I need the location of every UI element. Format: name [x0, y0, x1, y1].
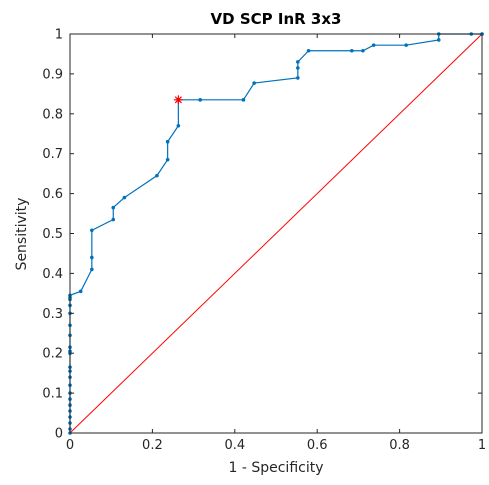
roc-point [111, 217, 116, 222]
roc-point [176, 123, 181, 128]
roc-point [241, 98, 246, 102]
roc-point [296, 66, 300, 70]
y-tick-label: 0.6 [42, 187, 63, 202]
y-tick-label: 0.8 [42, 107, 63, 122]
y-tick-label: 0.1 [42, 387, 63, 402]
x-axis-label: 1 - Specificity [228, 460, 323, 476]
roc-point [371, 43, 376, 47]
x-tick-label: 1 [478, 438, 486, 453]
roc-point [361, 48, 365, 53]
y-tick-label: 0.2 [42, 347, 63, 362]
roc-point [165, 139, 170, 144]
roc-point [111, 205, 116, 210]
y-tick-label: 0.5 [42, 227, 63, 242]
y-tick-label: 0.4 [42, 267, 63, 282]
y-tick-label: 0.3 [42, 307, 63, 322]
y-tick-label: 0.7 [42, 147, 63, 162]
y-tick-label: 0.9 [42, 67, 63, 82]
roc-point [78, 289, 83, 294]
roc-point [90, 255, 94, 260]
roc-point [404, 43, 408, 47]
x-tick-label: 0.8 [389, 438, 410, 453]
roc-point [165, 157, 170, 162]
roc-point [198, 98, 202, 102]
roc-point [122, 195, 127, 200]
roc-point [350, 48, 354, 53]
x-tick-label: 0.4 [224, 438, 245, 453]
roc-point [306, 48, 311, 53]
y-tick-label: 1 [55, 28, 63, 43]
x-tick-label: 0.6 [307, 438, 328, 453]
plot-area [68, 32, 484, 435]
reference-line [69, 33, 483, 434]
roc-point [296, 60, 300, 64]
roc-point [155, 173, 159, 178]
axis-ticks: 0 0.2 0.4 0.6 0.8 1 0 0.1 0.2 0.3 0.4 0.5 0.6 0.7 0.8 0… [42, 28, 486, 454]
x-tick-label: 0.2 [142, 438, 163, 453]
roc-point [252, 81, 256, 85]
roc-point [436, 38, 441, 42]
roc-point [90, 228, 94, 233]
roc-point [90, 267, 94, 272]
y-tick-label: 0 [55, 427, 63, 442]
x-tick-label: 0 [66, 438, 74, 453]
optimal-point-marker [173, 95, 183, 105]
y-axis-label: Sensitivity [14, 198, 30, 271]
chart-title: VD SCP InR 3x3 [211, 10, 342, 28]
roc-point [296, 76, 300, 80]
